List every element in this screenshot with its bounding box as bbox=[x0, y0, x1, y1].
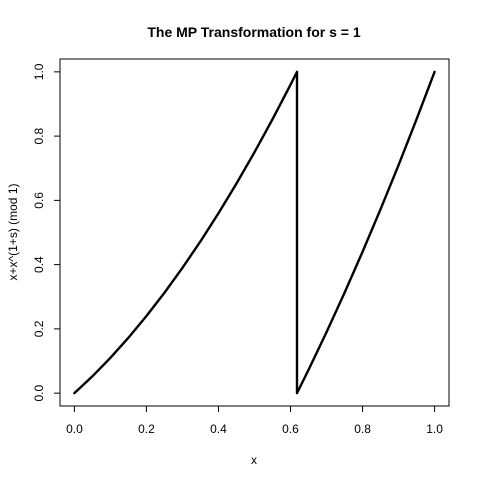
y-tick-label: 1.0 bbox=[32, 63, 46, 80]
plot-frame bbox=[59, 58, 450, 407]
x-tick-label: 0.2 bbox=[138, 422, 155, 436]
x-tick-label: 0.4 bbox=[210, 422, 227, 436]
x-tick-label: 0.8 bbox=[354, 422, 371, 436]
x-axis-label: x bbox=[251, 453, 257, 467]
y-tick-label: 0.8 bbox=[32, 127, 46, 144]
y-axis: 0.0 0.2 0.4 0.6 0.8 1.0 bbox=[32, 63, 60, 401]
series-line bbox=[73, 70, 436, 395]
x-tick-label: 0.0 bbox=[66, 422, 83, 436]
y-tick-label: 0.0 bbox=[32, 384, 46, 401]
y-axis-label: x+x^(1+s) (mod 1) bbox=[6, 184, 20, 281]
y-tick-label: 0.2 bbox=[32, 320, 46, 337]
chart-title: The MP Transformation for s = 1 bbox=[147, 24, 361, 40]
x-axis: 0.0 0.2 0.4 0.6 0.8 1.0 bbox=[66, 406, 443, 436]
y-tick-label: 0.4 bbox=[32, 256, 46, 273]
y-tick-label: 0.6 bbox=[32, 192, 46, 209]
x-tick-label: 1.0 bbox=[426, 422, 443, 436]
x-tick-label: 0.6 bbox=[282, 422, 299, 436]
